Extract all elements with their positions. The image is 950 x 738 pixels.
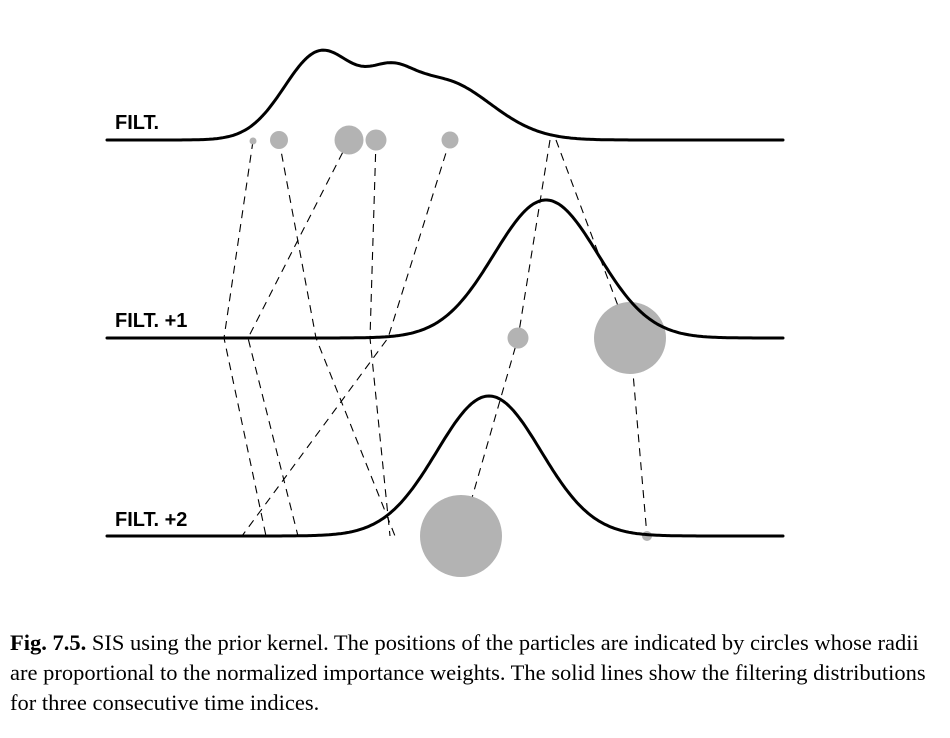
particle <box>249 137 257 145</box>
particle <box>594 302 666 374</box>
row-label-filt: FILT. <box>115 112 159 134</box>
filtering-curve-t-plus-2 <box>105 394 785 538</box>
propagation-line <box>460 139 551 537</box>
particle <box>334 125 364 155</box>
filtering-curve-t <box>105 48 785 142</box>
particles <box>249 125 666 577</box>
particle <box>270 131 288 149</box>
figure-caption: Fig. 7.5. SIS using the prior kernel. Th… <box>10 628 946 718</box>
caption-text: SIS using the prior kernel. The position… <box>10 630 926 715</box>
row-label-filt-plus-2: FILT. +2 <box>115 509 187 531</box>
particle <box>420 495 502 577</box>
particle <box>365 129 387 151</box>
filtering-curve-t-plus-1 <box>105 198 785 340</box>
propagation-line <box>241 139 451 537</box>
particle <box>441 131 459 149</box>
sis-diagram: FILT. FILT. +1 FILT. +2 <box>105 48 785 577</box>
particle <box>507 327 529 349</box>
row-label-filt-plus-1: FILT. +1 <box>115 310 187 332</box>
propagation-line <box>247 139 350 537</box>
figure-number: Fig. 7.5. <box>10 630 87 655</box>
